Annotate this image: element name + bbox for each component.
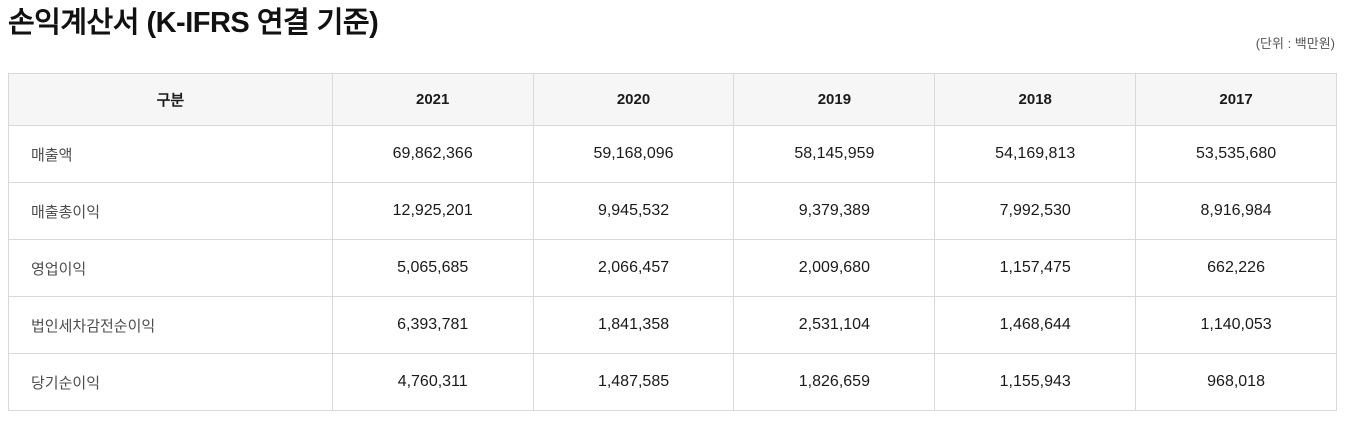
value-cell: 1,468,644 — [934, 296, 1137, 354]
table-header: 구분 2021 2020 2019 2018 2017 — [8, 73, 1337, 126]
value-cell: 2,066,457 — [532, 239, 735, 297]
unit-note: (단위 : 백만원) — [1255, 36, 1335, 51]
row-label: 영업이익 — [8, 239, 333, 297]
table-body: 매출액 69,862,366 59,168,096 58,145,959 54,169,… — [8, 125, 1337, 411]
income-statement-table: 구분 2021 2020 2019 2018 2017 매출액 69,862,366 59,1… — [8, 73, 1337, 411]
value-cell: 1,155,943 — [934, 353, 1137, 411]
value-cell: 1,826,659 — [733, 353, 936, 411]
value-cell: 12,925,201 — [331, 182, 534, 240]
value-cell: 5,065,685 — [331, 239, 534, 297]
row-label: 법인세차감전순이익 — [8, 296, 333, 354]
value-cell: 9,379,389 — [733, 182, 936, 240]
value-cell: 1,157,475 — [934, 239, 1137, 297]
value-cell: 1,487,585 — [532, 353, 735, 411]
table-row: 매출총이익 12,925,201 9,945,532 9,379,389 7,992,5… — [8, 182, 1337, 240]
value-cell: 662,226 — [1135, 239, 1337, 297]
page-header: 손익계산서 (K-IFRS 연결 기준) (단위 : 백만원) — [0, 0, 1345, 66]
table-row: 매출액 69,862,366 59,168,096 58,145,959 54,169,… — [8, 125, 1337, 183]
table-row: 법인세차감전순이익 6,393,781 1,841,358 2,531,104 1,46… — [8, 296, 1337, 354]
table-wrapper: 구분 2021 2020 2019 2018 2017 매출액 69,862,366 59,1… — [0, 66, 1345, 411]
column-header-year: 2019 — [733, 73, 936, 126]
value-cell: 6,393,781 — [331, 296, 534, 354]
value-cell: 7,992,530 — [934, 182, 1137, 240]
value-cell: 58,145,959 — [733, 125, 936, 183]
value-cell: 69,862,366 — [331, 125, 534, 183]
row-label: 매출액 — [8, 125, 333, 183]
value-cell: 8,916,984 — [1135, 182, 1337, 240]
table-row: 영업이익 5,065,685 2,066,457 2,009,680 1,157,475… — [8, 239, 1337, 297]
value-cell: 1,140,053 — [1135, 296, 1337, 354]
column-header-category: 구분 — [8, 73, 333, 126]
value-cell: 1,841,358 — [532, 296, 735, 354]
column-header-year: 2018 — [934, 73, 1137, 126]
value-cell: 54,169,813 — [934, 125, 1137, 183]
column-header-year: 2017 — [1135, 73, 1337, 126]
value-cell: 4,760,311 — [331, 353, 534, 411]
row-label: 매출총이익 — [8, 182, 333, 240]
row-label: 당기순이익 — [8, 353, 333, 411]
header-row: 구분 2021 2020 2019 2018 2017 — [8, 73, 1337, 126]
column-header-year: 2020 — [532, 73, 735, 126]
column-header-year: 2021 — [331, 73, 534, 126]
value-cell: 2,531,104 — [733, 296, 936, 354]
page-title: 손익계산서 (K-IFRS 연결 기준) — [8, 7, 379, 39]
value-cell: 2,009,680 — [733, 239, 936, 297]
value-cell: 53,535,680 — [1135, 125, 1337, 183]
table-row: 당기순이익 4,760,311 1,487,585 1,826,659 1,155,94… — [8, 353, 1337, 411]
value-cell: 59,168,096 — [532, 125, 735, 183]
value-cell: 968,018 — [1135, 353, 1337, 411]
value-cell: 9,945,532 — [532, 182, 735, 240]
